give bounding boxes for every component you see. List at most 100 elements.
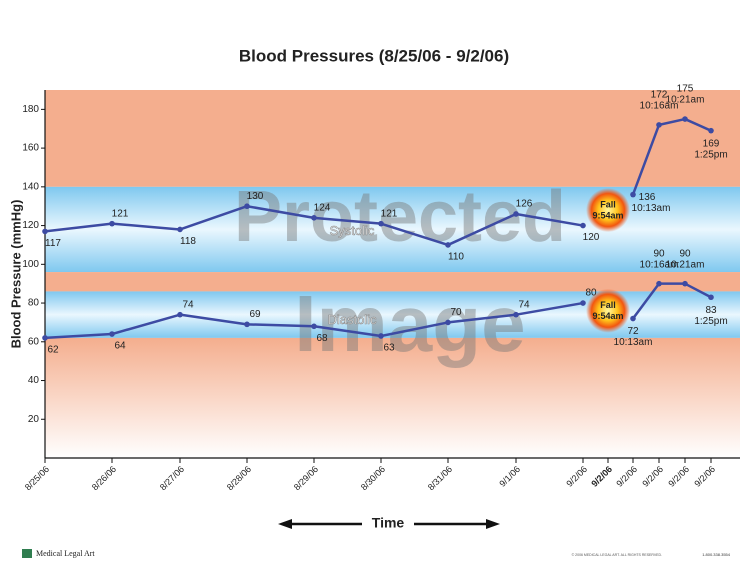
time-label: 1:25pm (694, 149, 727, 160)
point (109, 220, 115, 227)
x-tick-label: 9/2/06 (666, 464, 691, 489)
point (682, 116, 688, 122)
point (656, 280, 662, 287)
point (109, 331, 115, 337)
point (378, 220, 384, 227)
point (244, 321, 250, 328)
y-tick-label: 160 (22, 143, 39, 154)
logo-text: Medical Legal Art (36, 549, 95, 558)
data-label: 117 (45, 238, 61, 249)
chart-title: Blood Pressures (8/25/06 - 9/2/06) (239, 46, 509, 65)
zone-band (45, 90, 740, 187)
point (580, 222, 586, 229)
event-marker (586, 188, 630, 233)
copyright: © 2006 MEDICAL LEGAL ART. ALL RIGHTS RES… (572, 553, 662, 557)
data-label: 121 (112, 208, 129, 219)
event-time: 9:54am (592, 210, 623, 220)
y-tick-label: 120 (22, 220, 39, 231)
data-label: 121 (381, 208, 398, 219)
point (513, 211, 519, 217)
y-axis-label: Blood Pressure (mmHg) (8, 200, 23, 349)
data-label: 63 (383, 343, 395, 354)
data-label: 126 (516, 199, 533, 210)
data-label: 172 (651, 90, 668, 101)
y-tick-label: 140 (22, 181, 39, 192)
point (708, 127, 714, 134)
x-axis-label: Time (372, 515, 405, 531)
zone-band (45, 272, 740, 292)
x-tick-label: 9/2/06 (614, 464, 639, 489)
y-tick-label: 40 (28, 375, 40, 386)
footer-logo: Medical Legal Art (22, 549, 95, 558)
series-line (631, 117, 712, 196)
point (445, 319, 451, 326)
x-tick-label: 8/30/06 (359, 464, 387, 492)
time-label: 10:13am (614, 337, 653, 348)
data-label: 110 (448, 252, 464, 263)
series-line (631, 282, 712, 320)
time-label: 10:16am (640, 259, 679, 270)
point (630, 315, 636, 322)
data-label: 130 (247, 191, 264, 202)
event-time: 9:54am (592, 311, 623, 321)
point (244, 203, 250, 210)
data-label: 74 (518, 299, 530, 310)
event-marker (586, 288, 630, 333)
y-tick-label: 180 (22, 104, 39, 115)
data-label: 70 (450, 307, 462, 318)
time-label: 10:21am (666, 95, 705, 106)
point (42, 228, 48, 235)
y-tick-label: 20 (28, 414, 40, 425)
data-label: 169 (703, 138, 720, 149)
data-label: 120 (583, 232, 600, 243)
data-label: 74 (182, 299, 194, 310)
data-label: 62 (47, 345, 59, 356)
point (513, 311, 519, 318)
y-tick-label: 100 (22, 259, 39, 270)
data-label: 118 (180, 236, 196, 247)
time-arrow (278, 519, 500, 529)
band-label: Diastolic (327, 312, 377, 327)
event-label: Fall (600, 300, 616, 310)
x-tick-label: 9/2/06 (589, 464, 614, 489)
data-label: 175 (677, 84, 694, 95)
x-tick-label: 9/2/06 (692, 464, 717, 489)
data-label: 64 (114, 341, 126, 352)
data-label: 68 (316, 333, 328, 344)
x-tick-label: 9/1/06 (497, 464, 522, 489)
point (42, 335, 48, 341)
x-tick-label: 8/29/06 (292, 464, 320, 492)
zone-band (45, 337, 740, 458)
watermark: Image (294, 279, 525, 368)
point (580, 300, 586, 306)
data-label: 90 (679, 248, 691, 259)
point (311, 323, 317, 330)
time-label: 10:16am (640, 101, 679, 112)
y-tick-label: 60 (28, 336, 40, 347)
point (311, 215, 317, 221)
watermark: Protected (234, 177, 566, 257)
point (177, 311, 183, 318)
data-label: 136 (639, 192, 656, 203)
time-label: 1:25pm (694, 316, 727, 327)
point (682, 280, 688, 287)
point (708, 294, 714, 301)
x-tick-label: 8/25/06 (23, 464, 51, 492)
data-label: 69 (249, 309, 261, 320)
data-label: 124 (314, 202, 331, 213)
x-tick-label: 8/26/06 (90, 464, 118, 492)
phone: 1.800.338.3554 (702, 552, 731, 557)
point (630, 191, 636, 198)
x-tick-label: 9/2/06 (640, 464, 665, 489)
data-label: 80 (585, 288, 597, 299)
x-tick-label: 8/31/06 (426, 464, 454, 492)
x-tick-label: 8/28/06 (225, 464, 253, 492)
data-label: 72 (627, 326, 639, 337)
band-label: Systolic (330, 223, 375, 238)
time-label: 10:21am (666, 259, 705, 270)
point (656, 122, 662, 128)
x-tick-label: 8/27/06 (158, 464, 186, 492)
point (445, 242, 451, 248)
y-tick-label: 80 (28, 298, 40, 309)
